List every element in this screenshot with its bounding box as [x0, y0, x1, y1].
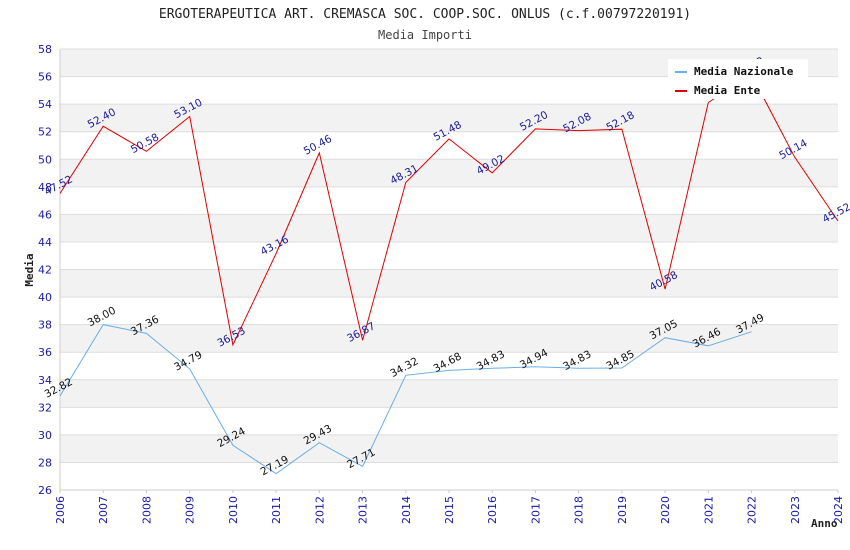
x-tick-labels: 2006 2007 2008 2009 2010 2011 2012 2013 2014 2015…	[54, 496, 845, 524]
chart-title: ERGOTERAPEUTICA ART. CREMASCA SOC. COOP.…	[159, 7, 691, 22]
y-tick-label: 30	[38, 429, 52, 442]
grid-band	[60, 241, 838, 270]
x-tick-label: 2024	[832, 496, 845, 524]
grid-band	[60, 379, 838, 408]
legend: Media Nazionale Media Ente	[668, 59, 808, 99]
y-tick-label: 26	[38, 484, 52, 497]
x-tick-label: 2009	[184, 496, 197, 524]
y-tick-label: 52	[38, 126, 52, 139]
y-tick-label: 50	[38, 153, 52, 166]
x-tick-label: 2019	[616, 496, 629, 524]
y-tick-label: 40	[38, 291, 52, 304]
grid-band	[60, 434, 838, 463]
x-tick-label: 2014	[400, 496, 413, 524]
x-tick-label: 2012	[313, 496, 326, 524]
x-tick-label: 2021	[702, 496, 715, 524]
x-tick-label: 2016	[486, 496, 499, 524]
y-tick-label: 28	[38, 456, 52, 469]
x-tick-label: 2022	[746, 496, 759, 524]
x-tick-label: 2008	[140, 496, 153, 524]
x-tick-label: 2007	[97, 496, 110, 524]
series-lines	[59, 74, 839, 475]
y-axis-label: Media	[23, 253, 36, 286]
grid-lines	[60, 48, 838, 491]
y-tick-label: 54	[38, 98, 52, 111]
y-tick-label: 48	[38, 181, 52, 194]
grid-band	[60, 324, 838, 353]
y-tick-label: 38	[38, 319, 52, 332]
grid-band	[60, 269, 838, 298]
series-line-media-ente	[59, 74, 839, 347]
legend-label-ente: Media Ente	[694, 84, 761, 97]
y-tick-label: 46	[38, 208, 52, 221]
series-line-media-nazionale	[59, 324, 752, 475]
x-tick-label: 2013	[357, 496, 370, 524]
grid-band	[60, 186, 838, 215]
grid-band	[60, 297, 838, 325]
x-axis-label: Anno	[811, 517, 838, 530]
y-tick-label: 56	[38, 71, 52, 84]
y-tick-label: 36	[38, 346, 52, 359]
x-tick-label: 2020	[659, 496, 672, 524]
x-tick-label: 2006	[54, 496, 67, 524]
grid-band	[60, 352, 838, 380]
y-tick-label: 44	[38, 236, 52, 249]
x-tick-label: 2017	[529, 496, 542, 524]
x-tick-label: 2023	[789, 496, 802, 524]
x-tick-label: 2010	[227, 496, 240, 524]
grid-bands	[60, 49, 838, 490]
y-tick-label: 58	[38, 43, 52, 56]
grid-band	[60, 214, 838, 242]
legend-label-nazionale: Media Nazionale	[694, 65, 794, 78]
x-tick-label: 2015	[443, 496, 456, 524]
axes	[59, 49, 839, 493]
y-tick-label: 42	[38, 264, 52, 277]
y-tick-labels: 26 28 30 32 34 36 38 40 42 44 46 48 50 52 54 56 58	[38, 43, 52, 497]
y-tick-label: 34	[38, 374, 52, 387]
grid-band	[60, 159, 838, 187]
grid-band	[60, 131, 838, 160]
x-tick-label: 2011	[270, 496, 283, 524]
y-tick-label: 32	[38, 401, 52, 414]
grid-band	[60, 407, 838, 435]
grid-band	[60, 462, 838, 490]
x-tick-label: 2018	[573, 496, 586, 524]
chart-subtitle: Media Importi	[378, 28, 472, 42]
legend-box	[668, 59, 808, 99]
